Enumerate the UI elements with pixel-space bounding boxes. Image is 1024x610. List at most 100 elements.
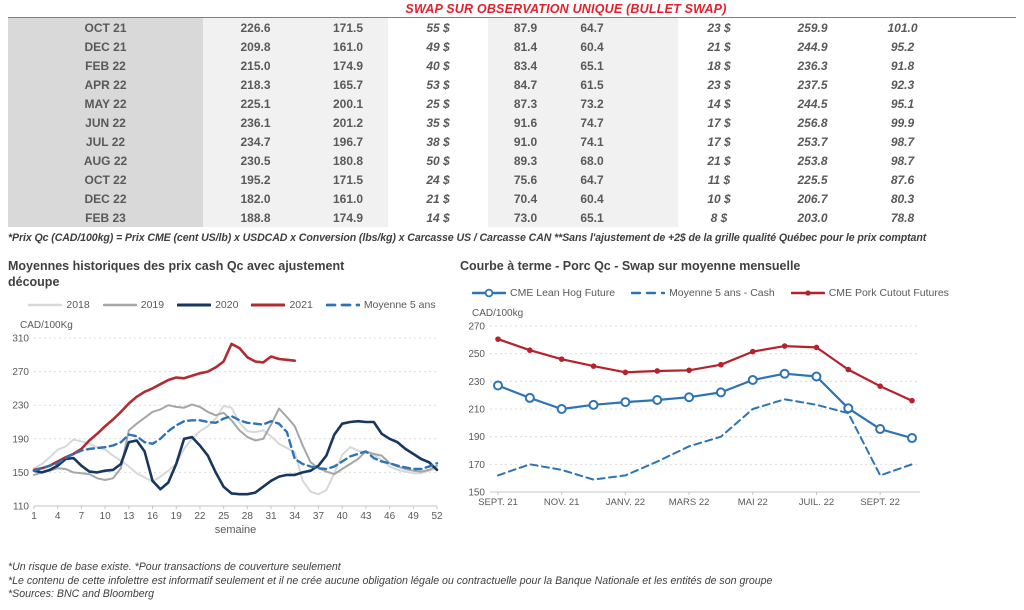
table-cell-value: 18 $ [678, 56, 760, 75]
series-line [33, 403, 438, 481]
chart-forward: Courbe à terme - Porc Qc - Swap sur moye… [456, 258, 1024, 549]
table-cell-value: 98.7 [865, 151, 940, 170]
table-cell-spacer [621, 113, 678, 132]
axis-label: 230 [12, 401, 29, 412]
table-cell-spacer [621, 151, 678, 170]
data-point-marker [875, 424, 886, 435]
footnote-line: *Un risque de base existe. *Pour transac… [8, 561, 341, 573]
legend-swatch-icon [28, 303, 63, 307]
table-cell-value: 14 $ [388, 208, 488, 227]
table-cell-value: 83.4 [488, 56, 563, 75]
table-cell-value: 237.5 [760, 75, 865, 94]
table-cell-value: 101.0 [865, 17, 940, 37]
table-cell-value: 206.7 [760, 189, 865, 208]
axis-label: 190 [468, 432, 485, 443]
chart-historical-ylabel: CAD/100Kg [20, 320, 73, 331]
report-title: SWAP SUR OBSERVATION UNIQUE (BULLET SWAP… [405, 2, 727, 16]
table-cell-value: 236.3 [760, 56, 865, 75]
table-cell-month: AUG 22 [8, 151, 203, 170]
table-cell-spacer [940, 151, 1016, 170]
table-cell-month: OCT 22 [8, 170, 203, 189]
table-cell-value: 60.4 [563, 189, 621, 208]
table-cell-month: DEC 21 [8, 37, 203, 56]
series-line [496, 338, 914, 402]
axis-label: 4 [55, 511, 61, 522]
axis-label: 110 [13, 502, 29, 513]
table-cell-value: 91.8 [865, 56, 940, 75]
table-cell-value: 65.1 [563, 56, 621, 75]
table-cell-value: 244.5 [760, 94, 865, 113]
table-row: FEB 22 215.0 174.9 40 $83.4 65.1 18 $236.3 91.… [8, 56, 1016, 75]
table-cell-value: 38 $ [388, 132, 488, 151]
axis-label: 210 [468, 405, 485, 416]
data-point-marker [527, 347, 533, 354]
axis-label: 170 [468, 460, 485, 471]
table-cell-spacer [621, 56, 678, 75]
data-point-marker [620, 397, 631, 408]
data-point-marker [747, 374, 758, 385]
table-cell-value: 84.7 [488, 75, 563, 94]
axis-label: NOV. 21 [544, 497, 580, 508]
legend-item: Moyenne 5 ans [325, 299, 436, 311]
data-point-marker [749, 348, 756, 355]
table-cell-value: 64.7 [563, 17, 621, 37]
table-cell-spacer [940, 170, 1016, 189]
legend-item: CME Pork Cutout Futures [790, 287, 949, 299]
table-cell-value: 195.2 [203, 170, 308, 189]
table-cell-value: 209.8 [203, 37, 308, 56]
table-cell-value: 21 $ [388, 189, 488, 208]
table-cell-value: 11 $ [678, 170, 760, 189]
table-cell-value: 95.1 [865, 94, 940, 113]
table-row: APR 22 218.3 165.7 53 $84.7 61.5 23 $237.5 92.… [8, 75, 1016, 94]
table-cell-value: 171.5 [308, 17, 388, 37]
series-line [32, 419, 439, 496]
table-cell-value: 21 $ [678, 151, 760, 170]
table-cell-value: 35 $ [388, 113, 488, 132]
data-point-marker [813, 344, 820, 351]
table-cell-value: 200.1 [308, 94, 388, 113]
table-cell-value: 10 $ [678, 189, 760, 208]
table-cell-value: 25 $ [388, 94, 488, 113]
chart-historical: Moyennes historiques des prix cash Qc av… [0, 258, 456, 549]
chart-forward-title: Courbe à terme - Porc Qc - Swap sur moye… [460, 259, 801, 273]
data-point-marker [843, 403, 854, 414]
table-cell-value: 14 $ [678, 94, 760, 113]
table-row: FEB 23 188.8 174.9 14 $73.0 65.1 8 $203.0 78.8 [8, 208, 1016, 227]
axis-label: 52 [431, 511, 443, 522]
axis-label: 7 [79, 511, 85, 522]
axis-label: 13 [123, 511, 135, 522]
table-cell-spacer [940, 37, 1016, 56]
table-cell-spacer [940, 56, 1016, 75]
data-point-marker [558, 356, 565, 362]
table-cell-value: 174.9 [308, 208, 388, 227]
footnote-line: *Le contenu de cette infolettre est info… [8, 574, 773, 587]
table-cell-spacer [940, 132, 1016, 151]
axis-label: 270 [468, 322, 485, 333]
table-cell-value: 99.9 [865, 113, 940, 132]
data-point-marker [622, 369, 629, 376]
table-cell-value: 225.5 [760, 170, 865, 189]
data-point-marker [845, 366, 852, 373]
axis-label: 40 [337, 511, 349, 522]
table-cell-value: 174.9 [308, 56, 388, 75]
table-row: DEC 21 209.8 161.0 49 $81.4 60.4 21 $244.9 95.… [8, 37, 1016, 56]
table-footnote: *Prix Qc (CAD/100kg) = Prix CME (cent US… [8, 232, 927, 244]
axis-label: semaine [215, 524, 257, 536]
axis-label: 150 [468, 488, 485, 499]
table-cell-month: FEB 23 [8, 208, 203, 227]
table-row: AUG 22 230.5 180.8 50 $89.3 68.0 21 $253.8 98.… [8, 151, 1016, 170]
legend-label: 2020 [215, 299, 239, 311]
chart-historical-plot: 110 150 190 230 270 310 1 4 7 10 13 16 19 22 25 28 31 34 3… [8, 332, 456, 549]
legend-swatch-icon [631, 291, 666, 295]
legend-item: Moyenne 5 ans - Cash [631, 287, 775, 299]
legend-item: 2019 [102, 299, 164, 311]
series-line [32, 414, 439, 472]
table-cell-spacer [940, 189, 1016, 208]
table-cell-value: 225.1 [203, 94, 308, 113]
charts-section: Moyennes historiques des prix cash Qc av… [0, 258, 1024, 549]
axis-label: JUIL. 22 [799, 497, 834, 508]
axis-label: 43 [360, 511, 372, 522]
table-cell-value: 165.7 [308, 75, 388, 94]
table-cell-value: 256.8 [760, 113, 865, 132]
axis-label: MARS 22 [669, 497, 710, 508]
